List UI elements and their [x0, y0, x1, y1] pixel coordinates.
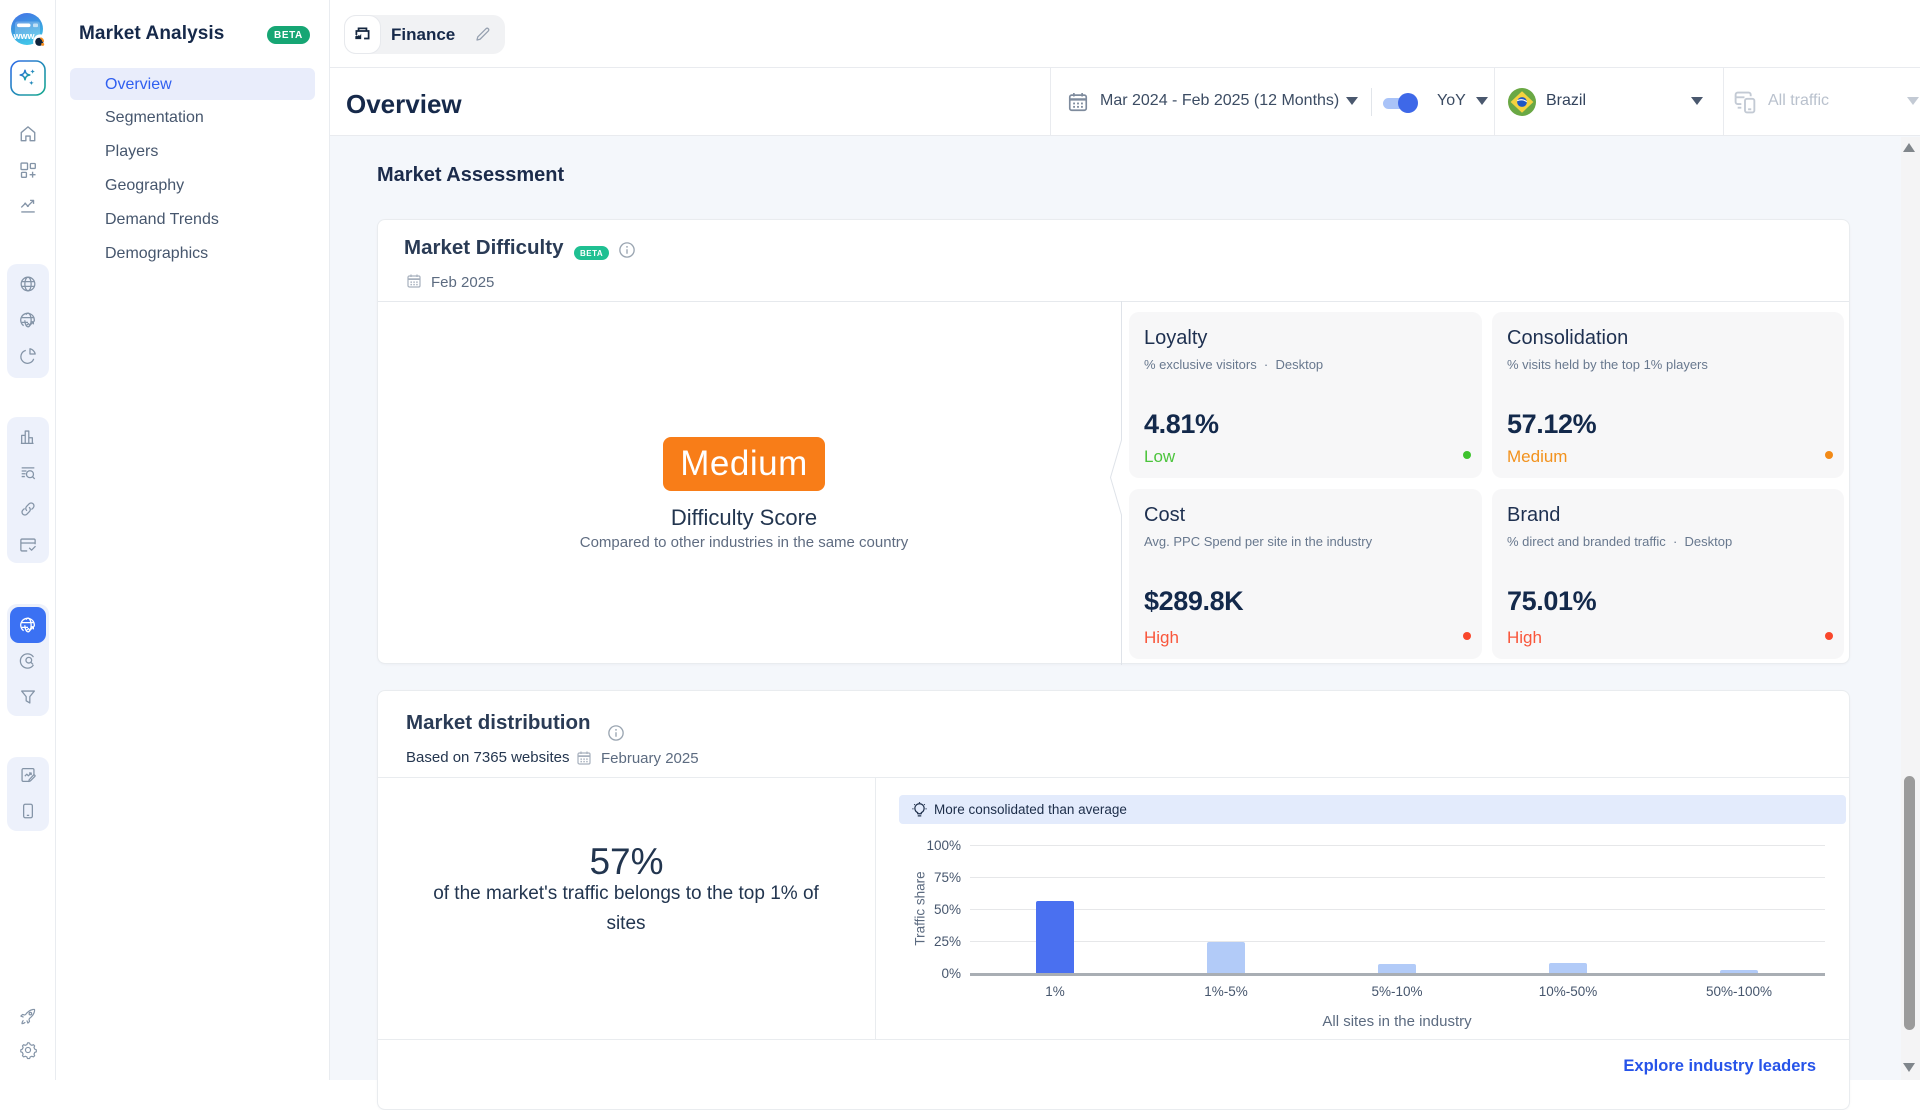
svg-text:www: www [13, 31, 36, 41]
